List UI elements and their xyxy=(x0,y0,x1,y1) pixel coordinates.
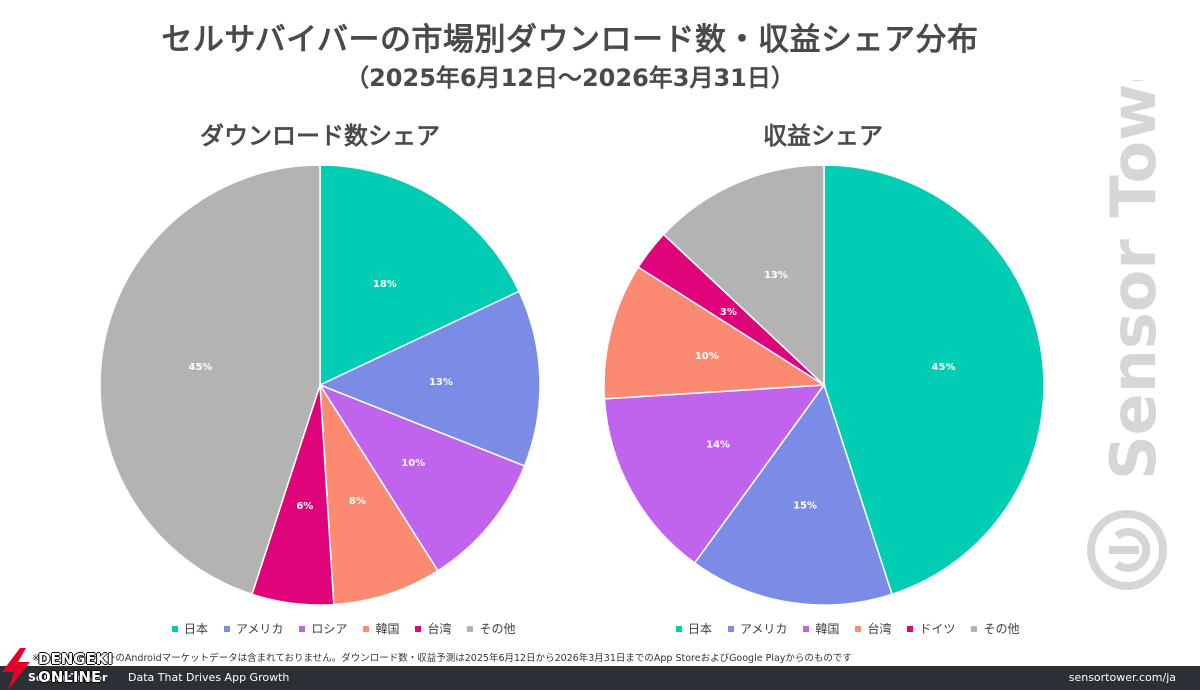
pie-slice-4 xyxy=(319,384,439,606)
legend-swatch xyxy=(415,625,422,632)
legend-swatch xyxy=(907,625,914,632)
downloads-chart-title: ダウンロード数シェア xyxy=(200,122,440,150)
footer-bar: SensorTower Data That Drives App Growth … xyxy=(0,666,1200,690)
footer-brand: SensorTower xyxy=(28,671,108,684)
legend-swatch xyxy=(363,625,370,632)
legend-label: 韓国 xyxy=(375,622,400,636)
pie-slice-6 xyxy=(99,164,321,596)
dengeki-logo-line1: DENGEKI xyxy=(38,650,114,668)
chart-main-title: セルサバイバーの市場別ダウンロード数・収益シェア分布 xyxy=(161,22,979,58)
legend-item: ドイツ xyxy=(907,620,955,637)
legend-swatch xyxy=(728,625,735,632)
legend-item: 韓国 xyxy=(803,620,839,637)
downloads-pie-chart: 18% 13% 10% 8% 6% 45% xyxy=(99,164,541,606)
pie-slice-label-2: 15% xyxy=(793,501,817,512)
legend-label: その他 xyxy=(479,622,516,636)
legend-item: その他 xyxy=(971,620,1019,637)
legend-swatch xyxy=(467,625,474,632)
pie-slice-1 xyxy=(823,164,1045,596)
sensortower-watermark: Sensor Tower xyxy=(1087,80,1170,590)
pie-slice-3 xyxy=(603,384,826,565)
legend-label: 日本 xyxy=(184,622,209,636)
legend-swatch xyxy=(676,625,682,632)
legend-item: アメリカ xyxy=(224,620,283,637)
footer-url[interactable]: sensortower.com/ja xyxy=(1068,671,1176,684)
legend-item: 台湾 xyxy=(415,620,451,637)
footer-tagline: Data That Drives App Growth xyxy=(128,671,290,684)
downloads-legend: 日本 アメリカ ロシア 韓国 台湾 その他 xyxy=(172,620,515,637)
pie-slice-label-6: 45% xyxy=(189,362,213,373)
legend-item: アメリカ xyxy=(728,620,787,637)
pie-slice-6 xyxy=(662,164,825,387)
dengeki-online-logo: DENGEKI ONLINE xyxy=(0,648,122,690)
legend-item: 日本 xyxy=(676,620,712,637)
sensortower-logo-icon xyxy=(1087,510,1167,590)
legend-item: 台湾 xyxy=(855,620,891,637)
pie-slice-label-4: 8% xyxy=(349,496,366,507)
legend-swatch xyxy=(971,625,978,632)
legend-swatch xyxy=(224,625,231,632)
legend-label: アメリカ xyxy=(236,622,284,636)
revenue-chart-title: 収益シェア xyxy=(763,122,883,150)
revenue-pie-chart: 45% 15% 14% 10% 3% 13% xyxy=(603,164,1045,606)
legend-item: 日本 xyxy=(172,620,208,637)
pie-slice-1 xyxy=(319,164,521,387)
pie-slice-label-1: 18% xyxy=(373,279,397,290)
legend-label: ロシア xyxy=(311,622,348,636)
legend-swatch xyxy=(172,625,178,632)
pie-slice-label-3: 14% xyxy=(706,439,730,450)
legend-label: ドイツ xyxy=(919,622,956,636)
pie-slice-label-4: 10% xyxy=(695,351,719,362)
pie-slice-2 xyxy=(318,290,541,467)
dengeki-logo-line2: ONLINE xyxy=(38,668,102,686)
pie-slice-label-2: 13% xyxy=(429,377,453,388)
legend-label: 台湾 xyxy=(427,622,452,636)
footnote: ※サードパーティーのAndroidマーケットデータは含まれておりません。ダウンロ… xyxy=(32,653,852,664)
legend-item: その他 xyxy=(467,620,515,637)
legend-item: ロシア xyxy=(299,620,347,637)
pie-slice-label-6: 13% xyxy=(764,270,788,281)
revenue-legend: 日本 アメリカ 韓国 台湾 ドイツ その他 xyxy=(676,620,1019,637)
legend-swatch xyxy=(855,625,862,632)
pie-slice-label-3: 10% xyxy=(401,458,425,469)
legend-label: 韓国 xyxy=(815,622,840,636)
legend-label: 台湾 xyxy=(867,622,892,636)
chart-subtitle: （2025年6月12日～2026年3月31日） xyxy=(345,64,795,92)
pie-slice-4 xyxy=(603,266,827,400)
pie-slice-label-1: 45% xyxy=(932,362,956,373)
pie-slice-2 xyxy=(693,383,893,606)
watermark-text: Sensor Tower xyxy=(1097,80,1170,480)
legend-item: 韓国 xyxy=(363,620,399,637)
pie-slice-3 xyxy=(318,383,526,572)
legend-swatch xyxy=(299,625,306,632)
pie-slice-label-5: 3% xyxy=(720,307,737,318)
legend-swatch xyxy=(803,625,810,632)
legend-label: 日本 xyxy=(688,622,713,636)
pie-slice-label-5: 6% xyxy=(296,501,313,512)
lightning-bolt-icon xyxy=(2,648,30,690)
legend-label: その他 xyxy=(983,622,1020,636)
legend-label: アメリカ xyxy=(740,622,788,636)
